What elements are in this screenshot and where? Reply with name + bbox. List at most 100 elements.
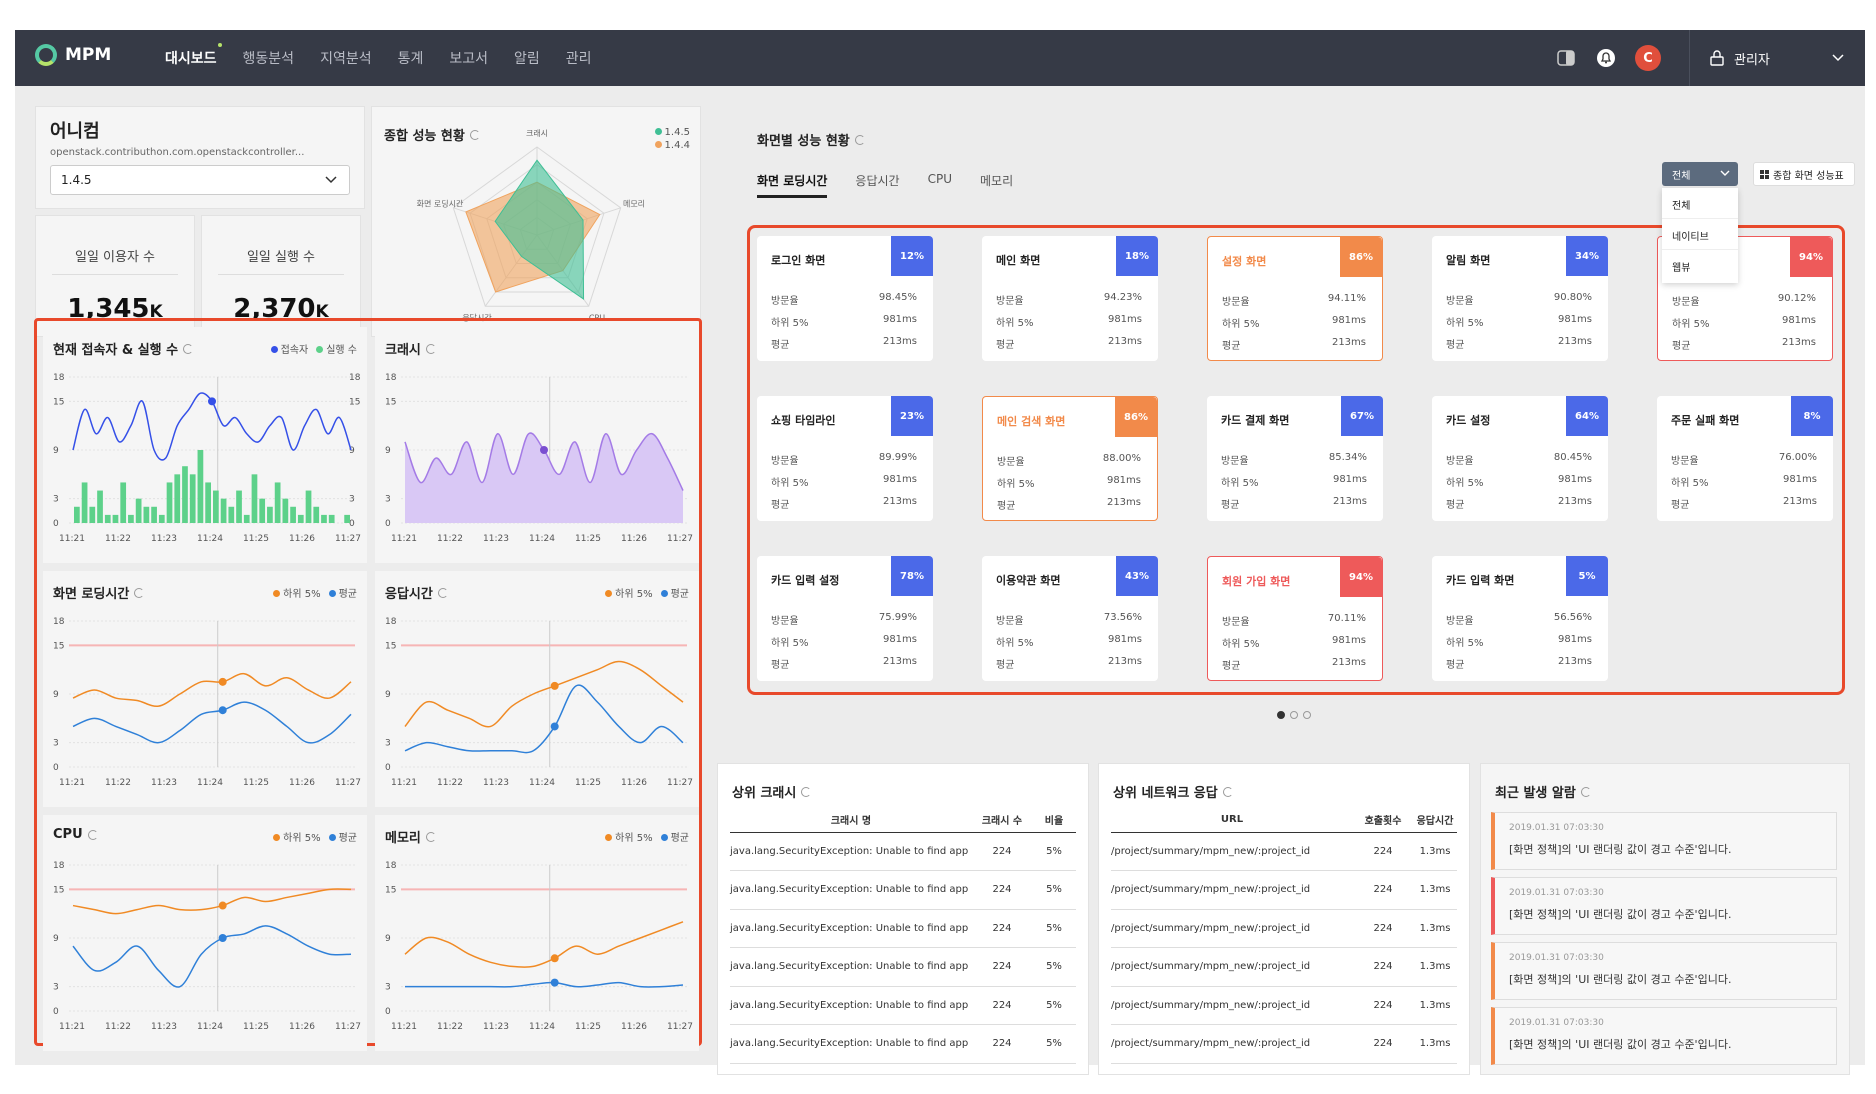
bar-mark	[151, 506, 157, 523]
x-tick-label: 11:23	[151, 534, 177, 544]
column-header[interactable]: 응답시간	[1413, 808, 1457, 833]
radar-grid	[452, 146, 622, 307]
alert-item[interactable]: 2019.01.31 07:03:30 [화면 정책]의 'UI 랜더링 값이 경…	[1491, 1007, 1837, 1065]
column-header[interactable]: 크래시 명	[730, 808, 972, 833]
screen-card[interactable]: 카드 설정 64% 방문율 80.45% 하위 5% 981ms 평균 213ms	[1432, 396, 1608, 521]
x-tick-label: 11:22	[437, 1022, 463, 1032]
visit-row: 방문율 73.56%	[996, 612, 1142, 627]
nav-region[interactable]: 지역분석	[320, 51, 372, 67]
chart-title: CPU	[53, 827, 98, 842]
legend-item[interactable]: 하위 5%	[605, 829, 653, 844]
brand-logo[interactable]: MPM	[35, 44, 111, 66]
bar-mark	[274, 482, 281, 523]
tab-loading[interactable]: 화면 로딩시간	[757, 172, 828, 198]
y-tick-label: 9	[53, 934, 59, 944]
table-row[interactable]: /project/summary/mpm_new/:project_id 224 1…	[1111, 870, 1457, 910]
avg-row: 평균 213ms	[1446, 336, 1592, 351]
refresh-icon[interactable]	[87, 829, 98, 840]
refresh-icon[interactable]	[469, 129, 480, 140]
nav-alerts[interactable]: 알림	[514, 51, 540, 67]
ratio-badge: 86%	[1340, 237, 1382, 277]
screen-card[interactable]: 쇼핑 타임라인 23% 방문율 89.99% 하위 5% 981ms 평균 213ms	[757, 396, 933, 521]
user-name: 관리자	[1734, 52, 1770, 68]
refresh-icon[interactable]	[1222, 786, 1233, 797]
column-header[interactable]: 비율	[1032, 808, 1076, 833]
screen-card[interactable]: 카드 입력 설정 78% 방문율 75.99% 하위 5% 981ms 평균 213ms	[757, 556, 933, 681]
screen-card[interactable]: 로그인 화면 12% 방문율 98.45% 하위 5% 981ms 평균 213ms	[757, 236, 933, 361]
page-dot[interactable]	[1303, 711, 1311, 719]
table-row[interactable]: /project/summary/mpm_new/:project_id 224 1…	[1111, 832, 1457, 871]
dropdown-option[interactable]: 전체	[1662, 188, 1738, 219]
table-row[interactable]: java.lang.SecurityException: Unable to f…	[730, 986, 1076, 1025]
table-row[interactable]: java.lang.SecurityException: Unable to f…	[730, 870, 1076, 910]
table-row[interactable]: /project/summary/mpm_new/:project_id 224 1…	[1111, 909, 1457, 948]
theme-toggle-icon[interactable]	[1555, 47, 1577, 69]
refresh-icon[interactable]	[1580, 786, 1591, 797]
user-menu[interactable]: 관리자	[1689, 30, 1865, 86]
column-header[interactable]: URL	[1111, 808, 1353, 833]
legend-item[interactable]: 접속자	[270, 341, 308, 356]
table-row[interactable]: /project/summary/mpm_new/:project_id 224 1…	[1111, 986, 1457, 1025]
dropdown-option[interactable]: 웹뷰	[1672, 263, 1691, 274]
summary-table-button[interactable]: 종합 화면 성능표	[1753, 162, 1855, 186]
screen-card[interactable]: 설정 화면 86% 방문율 94.11% 하위 5% 981ms 평균 213ms	[1207, 236, 1383, 361]
table-row[interactable]: java.lang.SecurityException: Unable to f…	[730, 947, 1076, 987]
version-select[interactable]: 1.4.5	[50, 165, 350, 195]
dropdown-option[interactable]: 네이티브	[1662, 219, 1738, 250]
legend-item[interactable]: 하위 5%	[605, 585, 653, 600]
alert-item[interactable]: 2019.01.31 07:03:30 [화면 정책]의 'UI 랜더링 값이 경…	[1491, 877, 1837, 935]
refresh-icon[interactable]	[183, 343, 194, 354]
screen-card[interactable]: 메인 검색 화면 86% 방문율 88.00% 하위 5% 981ms 평균 213ms	[982, 396, 1158, 521]
nav-statistics[interactable]: 통계	[397, 51, 424, 67]
screen-card[interactable]: 회원 가입 화면 94% 방문율 70.11% 하위 5% 981ms 평균 213ms	[1207, 556, 1383, 681]
screen-type-select[interactable]: 전체	[1662, 162, 1738, 186]
refresh-icon[interactable]	[425, 831, 436, 842]
bell-icon[interactable]	[1595, 47, 1617, 69]
nav-behavior[interactable]: 행동분석	[242, 51, 295, 67]
refresh-icon[interactable]	[425, 343, 436, 354]
legend-item[interactable]: 평균	[328, 585, 357, 600]
nav-dashboard[interactable]: 대시보드	[165, 43, 222, 68]
table-cell: java.lang.SecurityException: Unable to f…	[730, 1024, 972, 1064]
table-row[interactable]: java.lang.SecurityException: Unable to f…	[730, 1024, 1076, 1064]
avatar[interactable]: C	[1635, 45, 1661, 71]
screen-card[interactable]: 주문 실패 화면 8% 방문율 76.00% 하위 5% 981ms 평균 213ms	[1657, 396, 1833, 521]
column-header[interactable]: 호출횟수	[1353, 808, 1413, 833]
screen-card[interactable]: 카드 결제 화면 67% 방문율 85.34% 하위 5% 981ms 평균 213ms	[1207, 396, 1383, 521]
screen-card[interactable]: 이용약관 화면 43% 방문율 73.56% 하위 5% 981ms 평균 213ms	[982, 556, 1158, 681]
legend-item[interactable]: 평균	[660, 585, 689, 600]
tab-cpu[interactable]: CPU	[927, 172, 952, 186]
refresh-icon[interactable]	[437, 587, 448, 598]
refresh-icon[interactable]	[801, 786, 812, 797]
nav-admin[interactable]: 관리	[565, 51, 592, 67]
x-tick-label: 11:22	[437, 534, 463, 544]
table-row[interactable]: java.lang.SecurityException: Unable to f…	[730, 909, 1076, 948]
screen-name: 이용약관 화면	[996, 574, 1061, 587]
table-row[interactable]: java.lang.SecurityException: Unable to f…	[730, 832, 1076, 871]
refresh-icon[interactable]	[854, 134, 865, 145]
tab-memory[interactable]: 메모리	[980, 174, 1014, 188]
legend-item[interactable]: 하위 5%	[273, 585, 321, 600]
bar-mark	[174, 474, 181, 523]
legend-item[interactable]: 하위 5%	[273, 829, 321, 844]
table-row[interactable]: /project/summary/mpm_new/:project_id 224 1…	[1111, 947, 1457, 987]
alert-item[interactable]: 2019.01.31 07:03:30 [화면 정책]의 'UI 랜더링 값이 경…	[1491, 812, 1837, 870]
column-header[interactable]: 크래시 수	[972, 808, 1032, 833]
nav-reports[interactable]: 보고서	[449, 51, 488, 67]
screen-card[interactable]: 메인 화면 18% 방문율 94.23% 하위 5% 981ms 평균 213ms	[982, 236, 1158, 361]
y-tick-label: 9	[385, 934, 391, 944]
screen-card[interactable]: 카드 입력 화면 5% 방문율 56.56% 하위 5% 981ms 평균 213ms	[1432, 556, 1608, 681]
legend-item[interactable]: 평균	[328, 829, 357, 844]
screen-card[interactable]: 알림 화면 34% 방문율 90.80% 하위 5% 981ms 평균 213ms	[1432, 236, 1608, 361]
page-dot[interactable]	[1290, 711, 1298, 719]
legend-item[interactable]: 평균	[660, 829, 689, 844]
refresh-icon[interactable]	[134, 587, 145, 598]
y-tick-label: 0	[53, 1007, 59, 1017]
chart-legend: 하위 5% 평균	[273, 829, 357, 844]
x-tick-label: 11:26	[621, 1022, 647, 1032]
legend-item[interactable]: 실행 수	[316, 341, 357, 356]
page-dot[interactable]	[1277, 711, 1285, 719]
table-row[interactable]: /project/summary/mpm_new/:project_id 224 1…	[1111, 1024, 1457, 1064]
alert-item[interactable]: 2019.01.31 07:03:30 [화면 정책]의 'UI 랜더링 값이 경…	[1491, 942, 1837, 1000]
tab-response[interactable]: 응답시간	[855, 174, 900, 188]
